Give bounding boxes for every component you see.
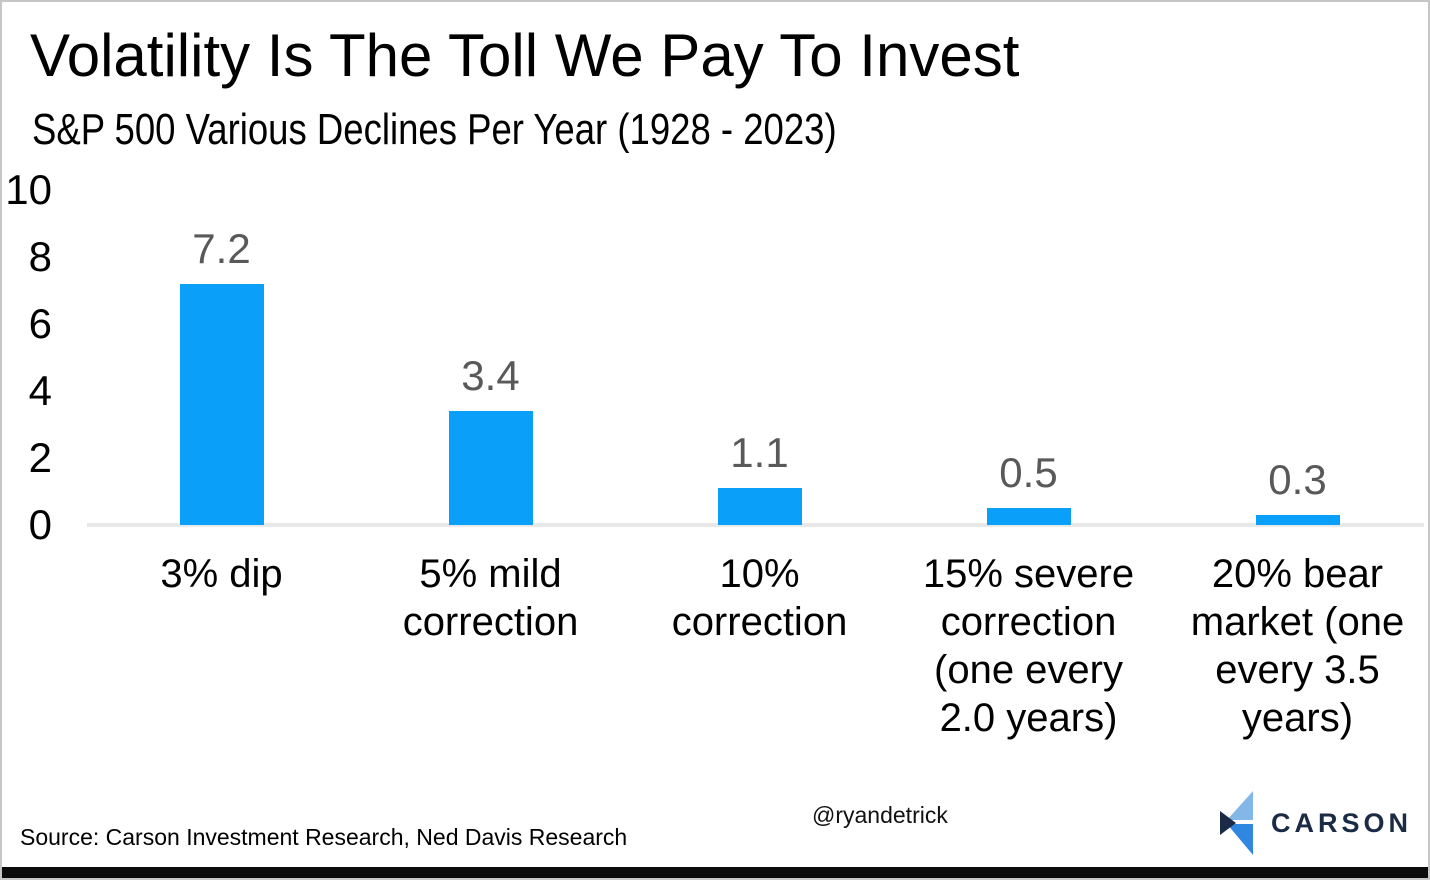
bar-slot: 3.4 xyxy=(356,190,625,525)
bar-slot: 0.5 xyxy=(894,190,1163,525)
x-axis-label: 15% severe correction (one every 2.0 yea… xyxy=(922,552,1135,740)
y-axis-tick-label: 2 xyxy=(28,434,52,481)
carson-logo-icon xyxy=(1220,791,1253,855)
bar-value-label: 3.4 xyxy=(461,352,520,400)
x-axis-label: 10% correction xyxy=(671,552,848,644)
bar-value-label: 0.3 xyxy=(1268,455,1327,503)
x-axis-labels: 3% dip 5% mild correction 10% correction 15… xyxy=(87,550,1428,750)
chart-title: Volatility Is The Toll We Pay To Invest xyxy=(30,22,1020,89)
x-axis-label: 20% bear market (one every 3.5 years) xyxy=(1190,552,1405,740)
bar-20% bear market (one every 3.5 years) xyxy=(1255,514,1340,525)
bar-3% dip xyxy=(179,283,264,525)
y-axis-tick-label: 8 xyxy=(28,233,52,280)
y-axis-tick-label: 6 xyxy=(28,300,52,347)
y-axis-tick-label: 10 xyxy=(5,166,52,213)
y-axis-tick-label: 4 xyxy=(28,367,52,414)
twitter-handle: @ryandetrick xyxy=(812,802,948,828)
bar-15% severe correction (one every 2.0 years) xyxy=(986,508,1071,525)
x-axis-line xyxy=(87,523,1424,527)
bar-10% correction xyxy=(717,488,802,525)
bar-slot: 7.2 xyxy=(87,190,356,525)
source-note: Source: Carson Investment Research, Ned … xyxy=(20,824,628,850)
bottom-accent-bar xyxy=(2,867,1428,878)
carson-logo-text: CARSON xyxy=(1271,807,1413,838)
chart-subtitle: S&P 500 Various Declines Per Year (1928 … xyxy=(32,105,837,154)
carson-logo: CARSON xyxy=(1220,788,1412,858)
y-axis-tick-label: 0 xyxy=(28,501,52,548)
bar-slot: 1.1 xyxy=(625,190,894,525)
bar-value-label: 7.2 xyxy=(192,224,251,272)
bar-value-label: 0.5 xyxy=(999,449,1058,497)
x-axis-label: 5% mild correction xyxy=(402,552,579,644)
bar-value-label: 1.1 xyxy=(730,429,789,477)
bar-slot: 0.3 xyxy=(1163,190,1428,525)
x-axis-label: 3% dip xyxy=(160,552,283,596)
bar-plot-area: 7.2 3.4 1.1 0.5 0.3 xyxy=(87,190,1428,525)
bar-5% mild correction xyxy=(448,411,533,525)
